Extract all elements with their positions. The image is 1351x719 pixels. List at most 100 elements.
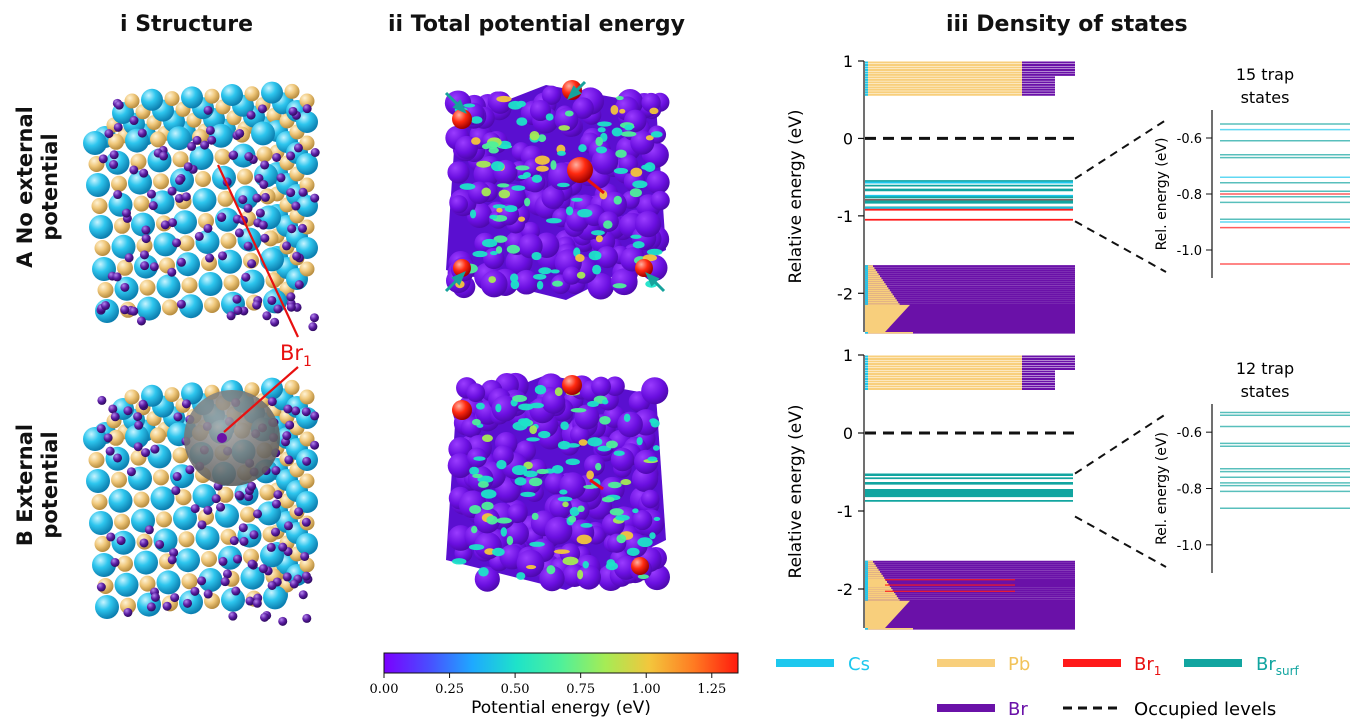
surface-patch — [616, 534, 627, 544]
surface-patch — [470, 116, 483, 124]
atom — [273, 490, 283, 500]
atom — [88, 452, 105, 468]
atom — [278, 542, 288, 552]
surface-patch — [615, 149, 627, 158]
atom — [150, 486, 175, 511]
atom — [205, 125, 215, 135]
atom — [245, 596, 255, 606]
atom — [259, 180, 269, 190]
atom — [197, 576, 207, 586]
atom — [244, 86, 260, 102]
surface-patch — [550, 160, 557, 170]
surface-atom — [596, 246, 619, 269]
surface-patch — [481, 501, 494, 511]
atom — [285, 420, 295, 430]
atom — [192, 188, 217, 212]
surface-atom — [587, 273, 615, 300]
atom — [216, 502, 226, 512]
atom — [96, 424, 106, 434]
atom — [129, 306, 139, 316]
atom — [94, 536, 111, 552]
atom — [252, 300, 262, 310]
atom — [310, 148, 320, 158]
inset-tick-label: -1.0 — [1177, 539, 1202, 554]
atom — [89, 215, 113, 239]
atom — [252, 193, 262, 203]
surface-patch — [632, 241, 645, 249]
atom — [181, 382, 203, 405]
atom — [181, 192, 191, 202]
atom — [116, 536, 126, 546]
atom — [217, 486, 234, 503]
atom — [299, 431, 315, 447]
dos-y-tick-label: 1 — [843, 52, 853, 71]
surface-patch — [562, 556, 579, 566]
surface-patch — [559, 489, 568, 495]
colorbar-tick-label: 0.75 — [566, 682, 595, 697]
svg-text:Occupied levels: Occupied levels — [1134, 699, 1276, 719]
surface-patch — [517, 174, 529, 180]
atom — [139, 168, 149, 178]
atom — [89, 511, 113, 535]
atom — [203, 589, 213, 599]
atom — [167, 267, 177, 277]
atom — [139, 279, 156, 296]
nanocrystal-structure-a — [83, 81, 320, 332]
legend-swatch-br1 — [1063, 659, 1121, 667]
atom — [159, 151, 169, 161]
atom — [247, 559, 257, 569]
atom — [201, 551, 217, 567]
legend-item-br: Br — [937, 699, 1028, 719]
svg-text:Cs: Cs — [848, 654, 870, 675]
inset-tick-label: -1.0 — [1177, 244, 1202, 259]
surface-patch — [488, 276, 497, 283]
atom — [260, 192, 270, 202]
surface-patch — [506, 244, 520, 254]
surface-atom — [576, 564, 602, 590]
surface-patch — [582, 561, 589, 569]
surface-atom — [610, 268, 638, 296]
surface-patch — [525, 565, 537, 570]
atom — [160, 220, 170, 230]
atom — [203, 105, 213, 115]
atom — [117, 555, 133, 572]
atom — [103, 433, 113, 443]
surface-atom — [447, 453, 473, 479]
atom — [298, 223, 308, 233]
surface-patch — [557, 440, 571, 450]
surface-patch — [619, 108, 626, 114]
atom — [229, 150, 239, 160]
atom — [156, 511, 172, 528]
surface-patch — [603, 220, 613, 229]
surface-patch — [523, 470, 538, 478]
hotspot — [635, 259, 653, 277]
atom — [181, 277, 198, 294]
atom — [111, 471, 127, 488]
atom — [235, 128, 245, 138]
atom — [308, 322, 318, 332]
atom — [205, 253, 215, 263]
atom — [288, 106, 298, 116]
surface-patch — [613, 450, 625, 456]
surface-patch — [629, 188, 642, 198]
dos-y-tick-label: 0 — [843, 129, 853, 148]
surface-patch — [533, 273, 547, 280]
potential-surface-a — [444, 80, 670, 300]
column-title-dos: iii Density of states — [946, 12, 1188, 37]
atom — [129, 116, 139, 126]
atom — [291, 406, 301, 416]
surface-patch — [615, 95, 624, 101]
atom — [204, 297, 220, 313]
surface-patch — [577, 569, 584, 580]
inset-tick-label: -0.8 — [1177, 188, 1202, 203]
atom — [167, 186, 177, 196]
atom — [141, 448, 151, 458]
surface-atom — [507, 503, 527, 524]
surface-patch — [538, 267, 552, 275]
surface-patch — [521, 418, 531, 427]
surface-patch — [514, 477, 527, 486]
atom — [267, 397, 277, 407]
surface-patch — [580, 523, 593, 528]
hotspot — [631, 557, 649, 575]
surface-patch — [472, 473, 483, 479]
